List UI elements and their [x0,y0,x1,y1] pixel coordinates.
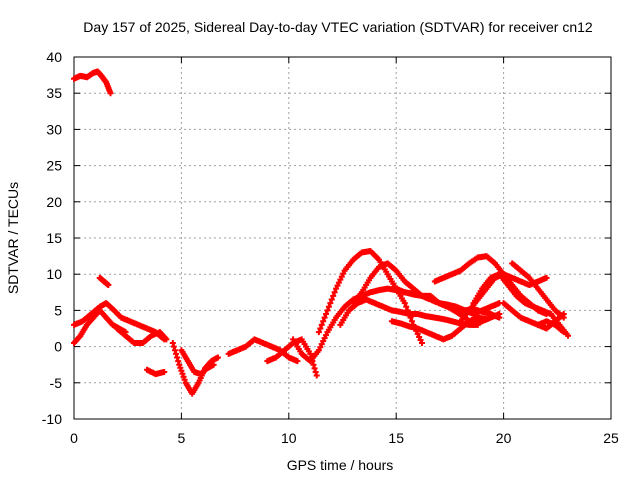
y-tick-label: 10 [46,266,62,282]
data-point [171,347,178,354]
data-point [318,321,325,328]
x-tick-label: 10 [281,430,297,446]
y-tick-label: 15 [46,230,62,246]
y-tick-label: 25 [46,158,62,174]
x-tick-label: 5 [178,430,186,446]
data-point [175,358,182,365]
series-arc-12 [315,248,425,346]
data-point [210,361,217,368]
data-point [105,282,112,289]
y-tick-label: -10 [42,411,62,427]
data-point [317,344,324,351]
data-point [560,329,567,336]
axis-ticks: 0 5 10 15 20 25 -10 -5 0 5 10 15 20 25 30 35 40 [42,49,619,446]
y-axis-label: SDTVAR / TECUs [5,182,21,294]
x-axis-label: GPS time / hours [287,457,394,473]
data-point [170,343,177,350]
y-tick-label: 20 [46,194,62,210]
data-point [173,350,180,357]
y-tick-label: 30 [46,121,62,137]
y-tick-label: 40 [46,49,62,65]
data-point [323,311,330,318]
series-arc-7 [169,339,221,397]
series-arc-8 [178,347,217,378]
data-point [178,367,185,374]
chart-title: Day 157 of 2025, Sidereal Day-to-day VTE… [83,19,593,35]
data-point [310,361,317,368]
y-tick-label: -5 [50,375,63,391]
data-point [315,347,322,354]
y-tick-label: 35 [46,85,62,101]
data-point [315,329,322,336]
data-point [565,332,572,339]
y-tick-label: 0 [54,339,62,355]
data-point [313,372,320,379]
series-arc-9 [225,336,301,365]
data-point [416,333,423,340]
data-point [334,282,341,289]
data-point [294,358,301,365]
series-arc-21 [500,300,567,332]
data-points [71,68,572,397]
data-point [338,273,345,280]
data-point [163,336,170,343]
data-point [169,339,176,346]
data-point [181,376,188,383]
data-point [321,335,328,342]
data-point [331,289,338,296]
series-arc-22 [534,318,567,336]
data-point [335,279,342,286]
data-point [161,368,168,375]
data-point [324,307,331,314]
data-point [337,276,344,283]
series-arc-1 [71,68,114,97]
x-tick-label: 25 [603,430,619,446]
data-point [180,373,187,380]
data-point [401,300,408,307]
data-point [176,361,183,368]
data-point [318,341,325,348]
x-tick-label: 20 [496,430,512,446]
series-arc-16 [393,285,503,328]
data-point [560,311,567,318]
data-point [327,300,334,307]
series-arc-5 [113,325,170,346]
data-point [312,368,319,375]
data-point [320,338,327,345]
data-point [414,330,421,337]
series-arc-2 [96,274,112,289]
series-arc-4 [71,307,129,346]
data-point [107,90,114,97]
data-point [307,350,314,357]
y-tick-label: 5 [54,302,62,318]
data-point [403,303,410,310]
data-point [214,354,221,361]
series-arc-18 [457,271,550,325]
data-point [311,365,318,372]
data-point [323,332,330,339]
data-point [317,325,324,332]
data-point [328,296,335,303]
data-point [543,274,550,281]
data-point [174,354,181,361]
data-point [340,270,347,277]
data-point [177,364,184,371]
data-point [333,285,340,292]
series-arc-10 [264,336,320,379]
series-arc-6 [144,366,168,378]
grid [74,57,611,419]
data-point [320,318,327,325]
data-point [418,339,425,346]
data-point [179,370,186,377]
data-point [408,318,415,325]
x-tick-label: 0 [70,430,78,446]
data-point [321,314,328,321]
x-tick-label: 15 [388,430,404,446]
data-point [330,292,337,299]
data-point [325,303,332,310]
data-point [417,336,424,343]
series-arc-15 [388,314,490,343]
data-point [496,311,503,318]
